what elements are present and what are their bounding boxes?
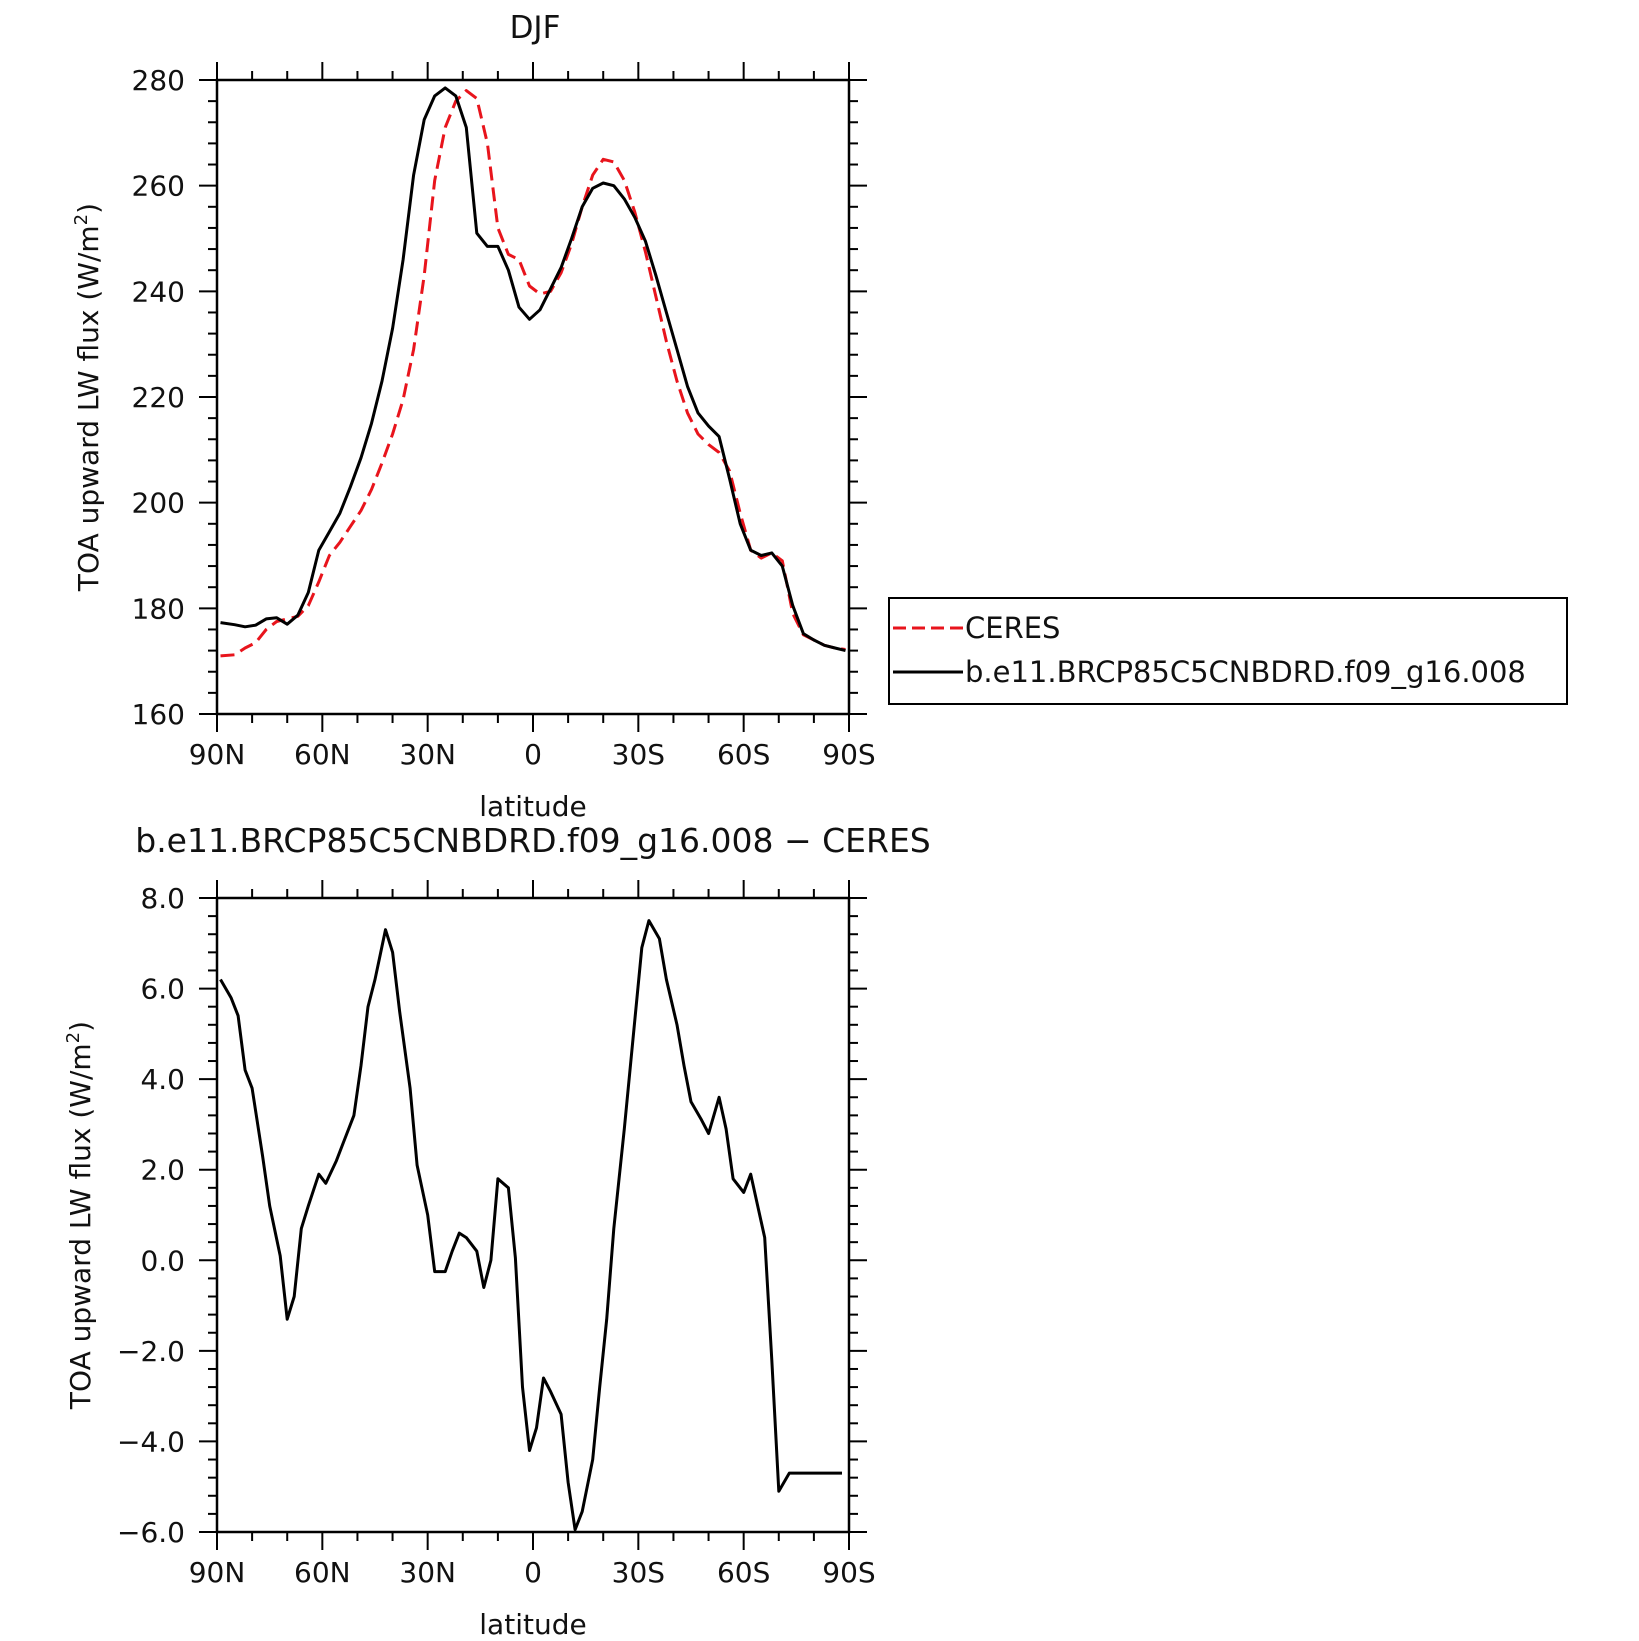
y-tick-label: 200 (132, 487, 185, 520)
x-axis-label: latitude (479, 790, 586, 823)
y-axis-title: TOA upward LW flux (W/m2) (63, 1021, 97, 1410)
chart-panel-djf: DJF TOA upward LW flux (W/m2) 160 180 200 2… (71, 10, 876, 823)
x-tick-label: 30N (399, 738, 456, 771)
y-tick-label: 180 (132, 592, 185, 625)
model-line (220, 86, 846, 653)
x-tick-label: 30S (612, 1556, 665, 1589)
series-lines (219, 919, 842, 1532)
y-axis-title-close: ) (64, 1021, 97, 1032)
y-tick-label: −6.0 (117, 1516, 185, 1549)
y-tick-label: 6.0 (140, 973, 185, 1006)
legend-box (888, 597, 1568, 705)
ceres-line (220, 89, 846, 658)
y-tick-label: −4.0 (117, 1425, 185, 1458)
chart-title: DJF (510, 10, 561, 46)
model-line (219, 919, 842, 1532)
legend: CERES b.e11.BRCP85C5CNBDRD.f09_g16.008 (888, 597, 1568, 705)
x-tick-label: 90S (822, 1556, 875, 1589)
y-tick-label: 4.0 (140, 1063, 185, 1096)
legend-label-ceres: CERES (965, 611, 1060, 645)
y-axis-title-main: TOA upward LW flux (W/m (72, 225, 105, 592)
x-tick-label: 60N (294, 1556, 351, 1589)
y-tick-label: −2.0 (117, 1335, 185, 1368)
y-tick-label: 220 (132, 381, 185, 414)
y-axis-label: TOA upward LW flux (W/m2) (63, 1021, 97, 1410)
y-axis-title-superscript: 2 (63, 1032, 84, 1043)
y-axis-title-main: TOA upward LW flux (W/m (64, 1043, 97, 1410)
y-tick-label: 8.0 (140, 882, 185, 915)
x-tick-label: 30N (399, 1556, 456, 1589)
y-tick-label: 160 (132, 698, 185, 731)
x-axis-label: latitude (479, 1608, 586, 1641)
x-tick-label: 0 (524, 1556, 542, 1589)
y-tick-label: 240 (132, 275, 185, 308)
x-tick-label: 90S (822, 738, 875, 771)
axis-ticks: 160 180 200 220 240 260 280 90N 60N 30N 0 30S 60S 90S (132, 62, 876, 771)
x-tick-label: 90N (189, 1556, 246, 1589)
x-tick-label: 90N (189, 738, 246, 771)
y-axis-title-close: ) (72, 203, 105, 214)
x-tick-label: 60N (294, 738, 351, 771)
y-axis-label: TOA upward LW flux (W/m2) (71, 203, 105, 592)
x-tick-label: 0 (524, 738, 542, 771)
legend-label-model: b.e11.BRCP85C5CNBDRD.f09_g16.008 (965, 655, 1526, 689)
chart-panel-difference: b.e11.BRCP85C5CNBDRD.f09_g16.008 − CERES… (63, 821, 931, 1641)
y-axis-title: TOA upward LW flux (W/m2) (71, 203, 105, 592)
axis-ticks: −6.0 −4.0 −2.0 0.0 2.0 4.0 6.0 8.0 90N 60N 30N 0 30S… (117, 880, 876, 1589)
y-tick-label: 260 (132, 170, 185, 203)
x-tick-label: 60S (717, 738, 770, 771)
series-lines (220, 86, 846, 658)
y-tick-label: 2.0 (140, 1154, 185, 1187)
x-tick-label: 60S (717, 1556, 770, 1589)
plot-frame (215, 78, 851, 716)
y-tick-label: 0.0 (140, 1244, 185, 1277)
y-axis-title-superscript: 2 (71, 214, 92, 225)
chart-title: b.e11.BRCP85C5CNBDRD.f09_g16.008 − CERES (135, 821, 931, 860)
x-tick-label: 30S (612, 738, 665, 771)
y-tick-label: 280 (132, 64, 185, 97)
